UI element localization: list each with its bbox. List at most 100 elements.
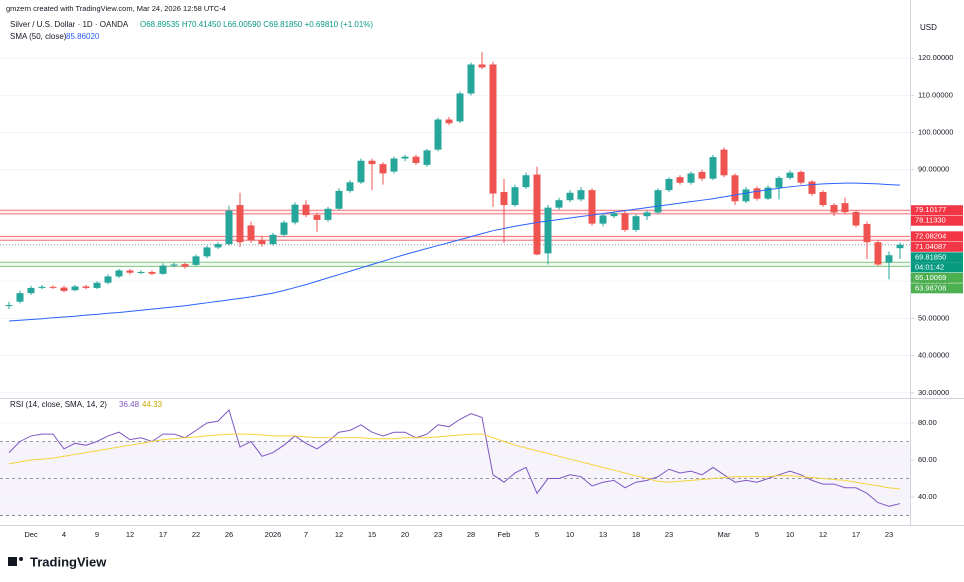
candle-body — [137, 271, 145, 273]
candle-body — [269, 234, 277, 245]
candle-body — [280, 222, 288, 235]
candle-body — [93, 282, 101, 288]
candle-body — [434, 119, 442, 150]
candle-body — [324, 208, 332, 220]
candle-body — [401, 156, 409, 159]
candle-body — [104, 276, 112, 283]
candle-body — [335, 190, 343, 209]
candle-body — [610, 213, 618, 217]
candle-body — [27, 287, 35, 294]
candle-body — [379, 164, 387, 174]
candle-body — [896, 244, 904, 249]
rsi-legend: RSI (14, close, SMA, 14, 2) — [10, 400, 107, 409]
candle-body — [49, 286, 57, 288]
x-tick-label: 23 — [885, 530, 893, 539]
x-tick-label: 20 — [401, 530, 409, 539]
rsi-legend-value: 36.48 — [119, 400, 140, 409]
candle-body — [5, 305, 13, 307]
candle-body — [544, 207, 552, 254]
price-level-label: 63.98708 — [915, 283, 946, 292]
level-zone — [0, 262, 910, 267]
candle-body — [181, 264, 189, 267]
candle-body — [654, 190, 662, 213]
candle-body — [71, 286, 79, 291]
candle-body — [555, 200, 563, 208]
symbol-title: Silver / U.S. Dollar · 1D · OANDA — [10, 20, 129, 29]
countdown-label: 04:01:42 — [915, 262, 944, 271]
x-tick-label: 5 — [755, 530, 759, 539]
candle-body — [170, 264, 178, 266]
x-tick-label: Feb — [498, 530, 511, 539]
x-tick-label: 17 — [852, 530, 860, 539]
candle-body — [577, 190, 585, 200]
candle-body — [445, 119, 453, 124]
candle-body — [60, 287, 68, 291]
candle-body — [522, 175, 530, 188]
price-level-tag — [911, 272, 963, 283]
candle-body — [698, 171, 706, 179]
candle-body — [511, 187, 519, 206]
price-level-label: 69.81850 — [915, 252, 946, 261]
candle-body — [687, 173, 695, 183]
candle-body — [346, 182, 354, 191]
y-tick-label: 40.00 — [918, 492, 937, 501]
candle-body — [676, 177, 684, 183]
ohlc-values: O68.89535 H70.41450 L66.00590 C69.81850 … — [140, 20, 373, 29]
candle-body — [874, 242, 882, 265]
candle-body — [236, 205, 244, 243]
rsi-sma-legend-value: 44.33 — [142, 400, 163, 409]
candle-body — [82, 286, 90, 288]
currency: USD — [920, 23, 937, 32]
y-tick-label: 60.00 — [918, 455, 937, 464]
candle-body — [797, 171, 805, 183]
y-tick-label: 110.00000 — [918, 90, 953, 99]
credit: gmzern created with TradingView.com, Mar… — [6, 4, 226, 13]
y-tick-label: 100.00000 — [918, 128, 953, 137]
x-tick-label: 26 — [225, 530, 233, 539]
candle-body — [742, 189, 750, 202]
candle-body — [302, 204, 310, 216]
x-tick-label: 23 — [434, 530, 442, 539]
x-tick-label: 12 — [335, 530, 343, 539]
price-level-label: 65.10069 — [915, 273, 946, 282]
candle-body — [368, 160, 376, 165]
candle-body — [357, 160, 365, 183]
candle-body — [214, 244, 222, 248]
candle-body — [291, 204, 299, 223]
candle-body — [533, 174, 541, 255]
candle-body — [390, 158, 398, 172]
sma-line — [8, 182, 901, 322]
candle-body — [38, 286, 46, 288]
x-tick-label: Dec — [24, 530, 38, 539]
rsi-band — [0, 441, 910, 516]
x-tick-label: 12 — [819, 530, 827, 539]
y-tick-label: 80.00 — [918, 418, 937, 427]
price-level-tag — [911, 205, 963, 216]
price-level-label: 79.10177 — [915, 205, 946, 214]
candle-body — [148, 271, 156, 274]
x-tick-label: 5 — [535, 530, 539, 539]
candle-body — [478, 64, 486, 68]
candle-body — [863, 223, 871, 243]
candle-body — [808, 181, 816, 194]
x-tick-label: 12 — [126, 530, 134, 539]
candle-body — [313, 215, 321, 220]
candle-body — [467, 64, 475, 94]
x-tick-label: 10 — [786, 530, 794, 539]
x-tick-label: 2026 — [265, 530, 282, 539]
candle-body — [566, 192, 574, 201]
candle-body — [841, 203, 849, 213]
logo-mark — [8, 557, 17, 566]
candle-body — [731, 175, 739, 202]
candle-body — [126, 270, 134, 273]
y-tick-label: 120.00000 — [918, 53, 953, 62]
candle-body — [412, 156, 420, 164]
candle-body — [456, 93, 464, 122]
candle-body — [852, 212, 860, 226]
labels-layer: 30.0000040.0000050.0000060.0000090.00000… — [24, 53, 963, 539]
candle-body — [489, 64, 497, 194]
y-tick-label: 50.00000 — [918, 313, 949, 322]
price-level-tag — [911, 252, 963, 263]
candle-body — [203, 247, 211, 257]
